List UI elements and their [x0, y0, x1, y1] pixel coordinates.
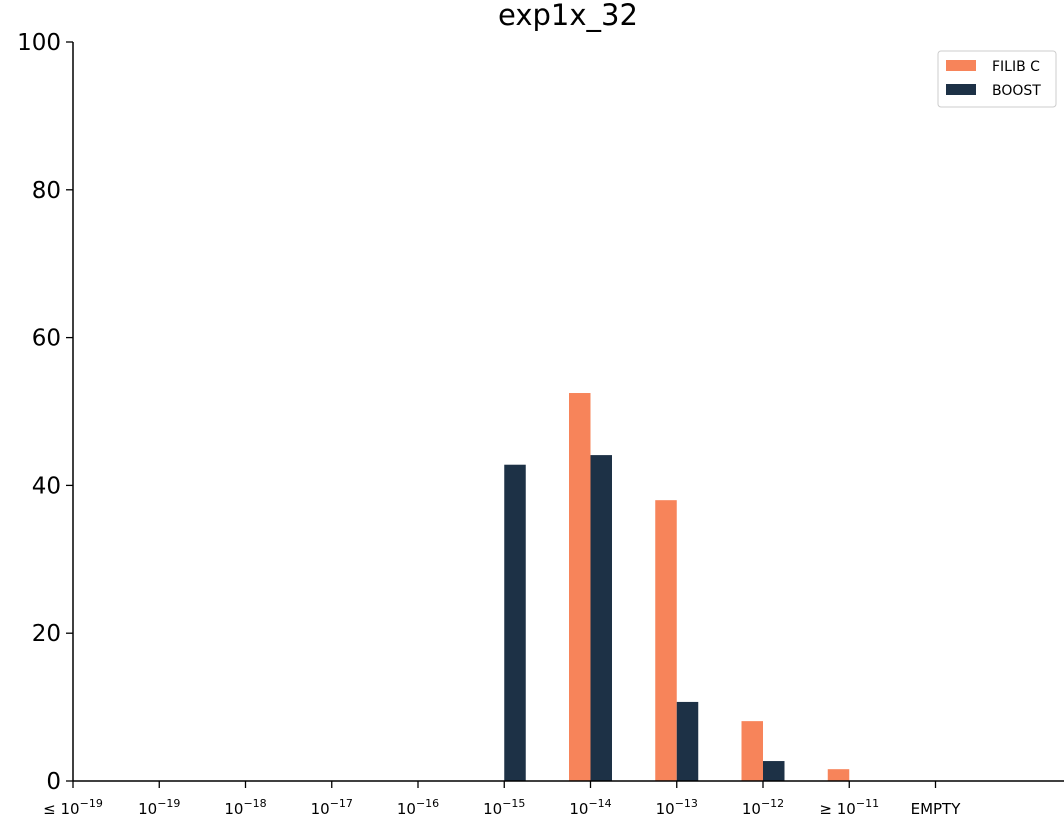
x-tick-label-8: 10−12 [742, 797, 784, 818]
x-tick-label-6: 10−14 [569, 797, 611, 818]
chart-title: exp1x_32 [498, 0, 638, 32]
x-tick-label-5: 10−15 [483, 797, 525, 818]
y-tick-label-20: 20 [32, 621, 61, 647]
bar-filib-c-6 [569, 393, 591, 781]
x-tick-label-3: 10−17 [311, 797, 353, 818]
y-tick-label-80: 80 [32, 178, 61, 204]
x-tick-label-4: 10−16 [397, 797, 439, 818]
bar-boost-8 [763, 761, 785, 781]
x-tick-label-0: ≤ 10−19 [43, 797, 103, 818]
y-tick-label-100: 100 [17, 30, 61, 56]
x-tick-label-10: EMPTY [911, 800, 962, 818]
x-tick-label-1: 10−19 [138, 797, 180, 818]
bar-boost-7 [676, 701, 699, 781]
legend-swatch-1 [946, 84, 976, 95]
x-tick-label-2: 10−18 [224, 797, 266, 818]
bar-boost-5 [504, 464, 526, 781]
bar-filib-c-8 [741, 721, 763, 781]
bar-filib-c-7 [655, 500, 677, 781]
legend-swatch-0 [946, 60, 976, 71]
legend-label-1: BOOST [992, 83, 1041, 99]
x-tick-label-7: 10−13 [656, 797, 698, 818]
legend-label-0: FILIB C [992, 59, 1040, 75]
bar-boost-6 [590, 455, 612, 781]
y-tick-label-40: 40 [32, 473, 61, 499]
y-tick-label-0: 0 [46, 769, 61, 795]
x-tick-label-9: ≥ 10−11 [819, 797, 879, 818]
bar-filib-c-9 [827, 769, 850, 781]
y-tick-label-60: 60 [32, 326, 61, 352]
